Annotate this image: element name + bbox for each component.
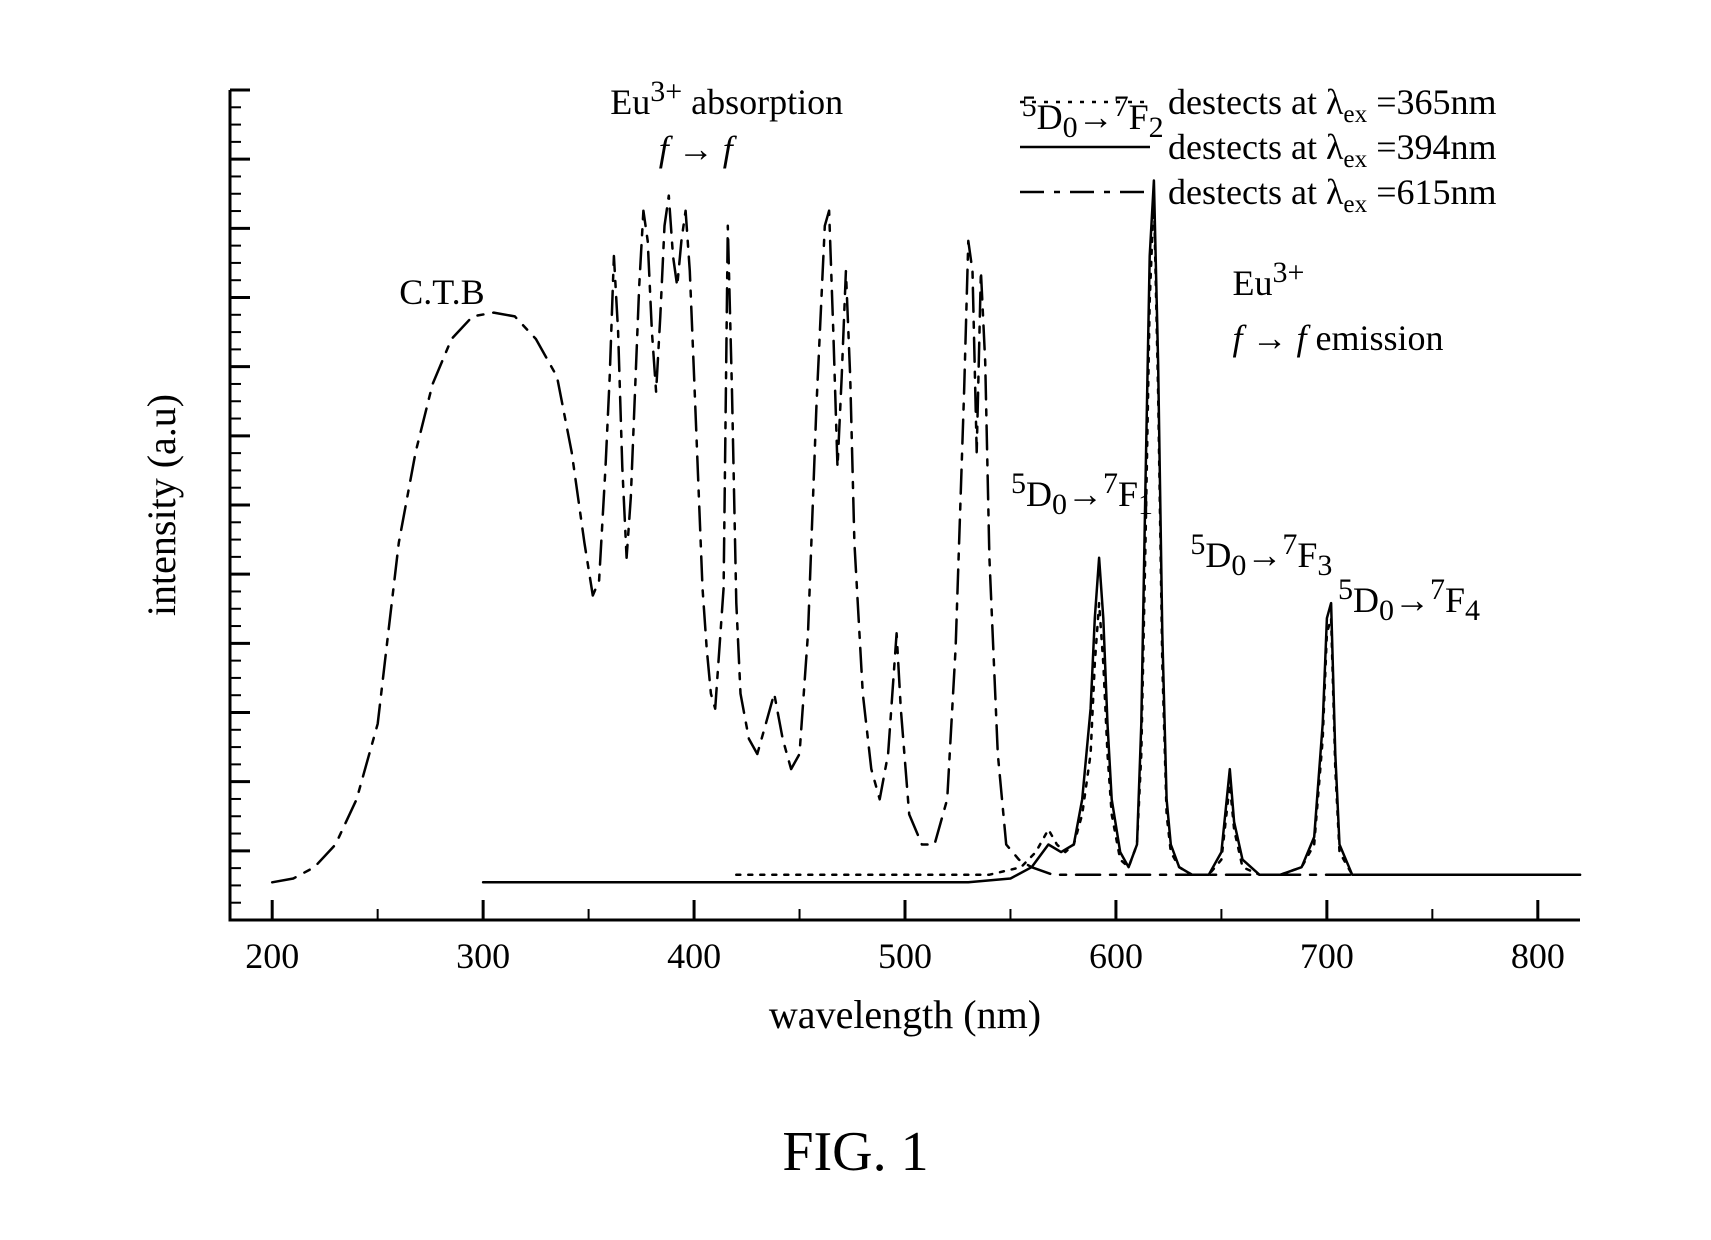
x-tick-label: 500 — [878, 936, 932, 976]
figure-container: 200 300 400 500 600 700 800 wavelength (nm) inte… — [0, 0, 1711, 1240]
x-tick-label: 600 — [1089, 936, 1143, 976]
y-axis-label: intensity (a.u) — [139, 394, 184, 616]
x-tick-label: 400 — [667, 936, 721, 976]
figure-caption: FIG. 1 — [0, 1120, 1711, 1184]
annotation-ctb: C.T.B — [399, 271, 819, 341]
annotation-eu-em2: f → f emission — [1233, 317, 1653, 387]
x-tick-label: 300 — [456, 936, 510, 976]
annotation-d0f2: 5D0→7F2 — [1022, 90, 1442, 160]
x-tick-label: 200 — [245, 936, 299, 976]
spectrum-chart: 200 300 400 500 600 700 800 wavelength (nm) inte… — [0, 0, 1711, 1240]
legend-label: destects at λex =615nm — [1168, 172, 1497, 218]
x-axis-label: wavelength (nm) — [769, 992, 1041, 1037]
annotation-d0f4: 5D0→7F4 — [1338, 573, 1711, 643]
x-tick-label: 700 — [1300, 936, 1354, 976]
x-tick-label: 800 — [1511, 936, 1565, 976]
annotation-ff-abs: f → f — [659, 128, 1079, 198]
